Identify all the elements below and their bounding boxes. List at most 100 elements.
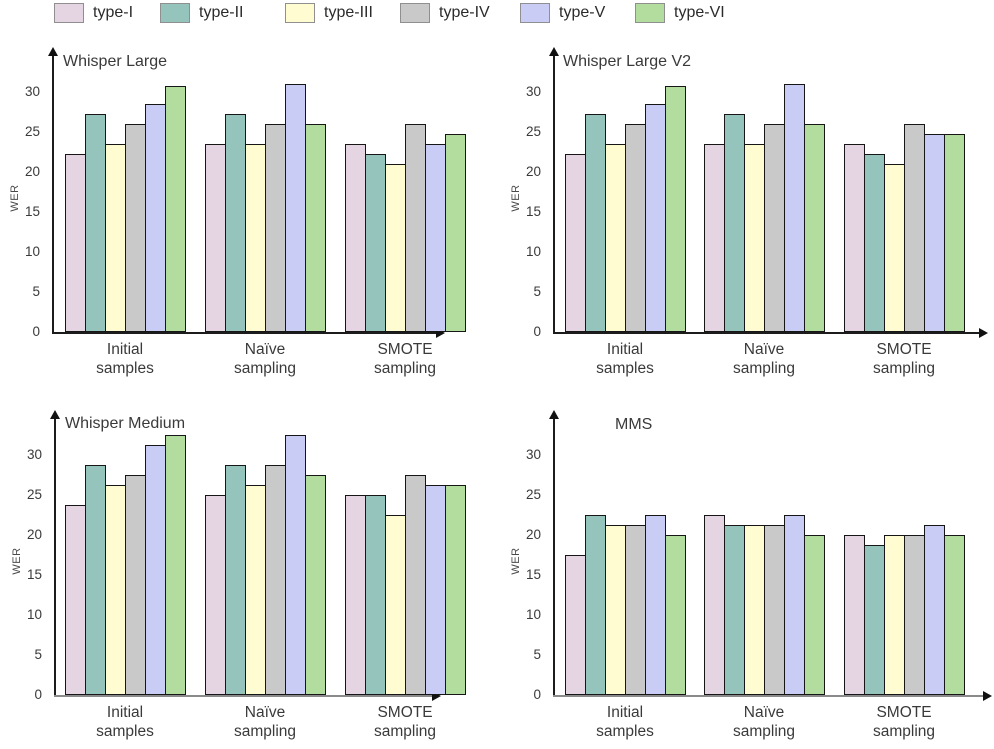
bar-type-V-group3: [924, 134, 945, 332]
bar-type-V-group1: [645, 104, 666, 332]
bar-type-V-group3: [425, 144, 446, 332]
y-tick-label: 5: [34, 647, 42, 662]
bar-type-IV-group3: [904, 535, 925, 695]
bar-type-II-group2: [724, 114, 745, 332]
y-tick-label: 0: [34, 687, 42, 702]
y-axis: [54, 418, 56, 697]
x-category-label: SMOTE sampling: [872, 704, 936, 740]
legend-swatch-type-VI: [635, 3, 665, 23]
legend-label: type-I: [93, 4, 134, 21]
bar-type-VI-group3: [944, 134, 965, 332]
x-axis-arrow-icon: [432, 691, 441, 701]
legend-item-type-II: type-II: [160, 3, 243, 23]
bar-type-II-group2: [225, 114, 246, 332]
bar-type-III-group3: [884, 164, 905, 332]
bar-type-I-group2: [704, 144, 725, 332]
chart-title: MMS: [615, 416, 653, 433]
bar-type-III-group2: [744, 144, 765, 332]
bar-type-VI-group3: [445, 134, 466, 332]
bar-type-IV-group3: [405, 475, 426, 695]
y-tick-label: 30: [525, 84, 541, 99]
chart-whisper-medium: Whisper Medium 0 5 10 15 20 25 30 WER Initial sam…: [0, 405, 497, 749]
bar-type-IV-group2: [265, 124, 286, 332]
bar-type-I-group2: [704, 515, 725, 695]
bar-type-I-group2: [205, 495, 226, 695]
x-category-label: Naïve sampling: [732, 704, 796, 740]
y-axis-label: WER: [510, 547, 522, 575]
y-tick-label: 10: [24, 244, 40, 259]
bar-type-IV-group2: [265, 465, 286, 695]
x-axis: [52, 332, 436, 334]
y-tick-label: 25: [525, 124, 541, 139]
bar-type-I-group2: [205, 144, 226, 332]
y-axis-arrow-icon: [50, 410, 60, 419]
legend-item-type-V: type-V: [520, 3, 605, 23]
x-axis-arrow-icon: [436, 328, 445, 338]
y-tick-label: 20: [26, 527, 42, 542]
y-tick-label: 25: [525, 487, 541, 502]
bar-type-V-group3: [425, 485, 446, 695]
y-tick-label: 5: [32, 284, 40, 299]
y-tick-label: 15: [24, 204, 40, 219]
y-tick-label: 10: [26, 607, 42, 622]
bar-type-I-group3: [345, 495, 366, 695]
bar-type-VI-group2: [305, 475, 326, 695]
x-category-label: Naïve sampling: [233, 341, 297, 377]
bar-type-V-group1: [645, 515, 666, 695]
y-tick-label: 0: [533, 687, 541, 702]
legend-swatch-type-I: [54, 3, 84, 23]
bar-type-II-group1: [585, 114, 606, 332]
legend-label: type-V: [559, 4, 606, 21]
y-tick-label: 15: [525, 204, 541, 219]
legend-label: type-III: [324, 4, 373, 21]
bar-type-I-group3: [345, 144, 366, 332]
y-tick-label: 30: [525, 447, 541, 462]
y-axis-label: WER: [510, 184, 522, 212]
bar-type-V-group1: [145, 445, 166, 695]
y-axis-label: WER: [9, 184, 21, 212]
x-axis-arrow-icon: [983, 691, 992, 701]
bar-type-IV-group1: [625, 525, 646, 695]
y-tick-label: 20: [525, 164, 541, 179]
y-axis-arrow-icon: [549, 47, 559, 56]
legend-item-type-IV: type-IV: [400, 3, 490, 23]
chart-title: Whisper Large V2: [563, 53, 692, 70]
y-axis-label: WER: [11, 547, 23, 575]
bar-type-II-group2: [724, 525, 745, 695]
y-tick-label: 15: [525, 567, 541, 582]
legend-item-type-I: type-I: [54, 3, 133, 23]
x-category-label: Initial samples: [596, 704, 654, 740]
y-tick-label: 15: [26, 567, 42, 582]
bar-type-VI-group2: [804, 535, 825, 695]
bar-type-II-group3: [864, 545, 885, 695]
bar-type-I-group1: [565, 154, 586, 332]
bar-type-III-group1: [105, 144, 126, 332]
legend-label: type-IV: [439, 4, 490, 21]
bar-type-II-group1: [585, 515, 606, 695]
y-tick-label: 5: [533, 284, 541, 299]
chart-title: Whisper Large: [63, 53, 168, 70]
y-tick-label: 20: [525, 527, 541, 542]
bar-type-III-group1: [105, 485, 126, 695]
y-axis-arrow-icon: [48, 47, 58, 56]
chart-title: Whisper Medium: [65, 415, 186, 432]
x-category-label: SMOTE sampling: [373, 704, 437, 740]
bar-type-VI-group3: [944, 535, 965, 695]
bar-type-VI-group1: [665, 86, 686, 332]
legend-item-type-III: type-III: [285, 3, 373, 23]
bar-type-VI-group2: [804, 124, 825, 332]
bar-type-II-group1: [85, 465, 106, 695]
legend-swatch-type-III: [285, 3, 315, 23]
bar-type-I-group3: [844, 144, 865, 332]
y-tick-label: 30: [24, 84, 40, 99]
bar-type-V-group3: [924, 525, 945, 695]
x-category-label: Naïve sampling: [732, 341, 796, 377]
bar-type-IV-group2: [764, 124, 785, 332]
bar-type-IV-group2: [764, 525, 785, 695]
bar-type-IV-group3: [405, 124, 426, 332]
legend-item-type-VI: type-VI: [635, 3, 725, 23]
y-axis: [553, 55, 555, 334]
bar-type-III-group3: [884, 535, 905, 695]
y-tick-label: 0: [32, 324, 40, 339]
